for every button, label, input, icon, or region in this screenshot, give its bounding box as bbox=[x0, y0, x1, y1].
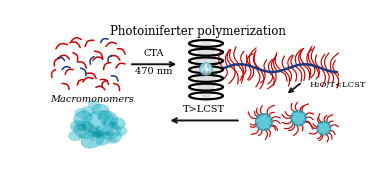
Circle shape bbox=[200, 63, 212, 75]
Ellipse shape bbox=[68, 130, 82, 141]
Polygon shape bbox=[203, 71, 209, 74]
Ellipse shape bbox=[99, 111, 118, 126]
Circle shape bbox=[317, 121, 331, 135]
Ellipse shape bbox=[82, 111, 114, 136]
Ellipse shape bbox=[98, 122, 104, 128]
Ellipse shape bbox=[74, 111, 92, 125]
Ellipse shape bbox=[97, 115, 103, 120]
Text: Photoiniferter polymerization: Photoiniferter polymerization bbox=[110, 25, 286, 38]
Ellipse shape bbox=[92, 104, 109, 115]
Circle shape bbox=[255, 114, 272, 130]
Ellipse shape bbox=[105, 130, 110, 135]
Ellipse shape bbox=[81, 130, 105, 148]
Text: Macromonomers: Macromonomers bbox=[51, 95, 134, 104]
Ellipse shape bbox=[107, 127, 115, 136]
Ellipse shape bbox=[81, 106, 95, 116]
Text: T>LCST: T>LCST bbox=[183, 105, 225, 114]
Ellipse shape bbox=[99, 123, 121, 139]
Circle shape bbox=[291, 110, 306, 126]
Ellipse shape bbox=[101, 119, 106, 125]
Ellipse shape bbox=[92, 127, 96, 131]
Ellipse shape bbox=[92, 129, 100, 136]
Ellipse shape bbox=[92, 125, 101, 130]
Ellipse shape bbox=[115, 127, 127, 136]
Ellipse shape bbox=[105, 122, 111, 127]
Ellipse shape bbox=[108, 121, 117, 125]
Ellipse shape bbox=[97, 130, 104, 137]
Ellipse shape bbox=[70, 120, 85, 132]
Ellipse shape bbox=[103, 115, 110, 122]
Ellipse shape bbox=[106, 119, 111, 123]
Text: H₂O/T<LCST: H₂O/T<LCST bbox=[310, 81, 367, 89]
Ellipse shape bbox=[110, 122, 119, 129]
Ellipse shape bbox=[105, 128, 111, 133]
Ellipse shape bbox=[96, 132, 112, 146]
Ellipse shape bbox=[84, 127, 93, 132]
Ellipse shape bbox=[92, 131, 102, 138]
Ellipse shape bbox=[99, 127, 102, 130]
Ellipse shape bbox=[76, 124, 87, 132]
Text: CTA: CTA bbox=[143, 49, 164, 58]
Ellipse shape bbox=[93, 127, 98, 131]
Ellipse shape bbox=[104, 130, 115, 137]
Ellipse shape bbox=[90, 129, 96, 132]
Ellipse shape bbox=[101, 122, 105, 125]
Ellipse shape bbox=[110, 118, 125, 129]
Ellipse shape bbox=[107, 137, 118, 144]
Ellipse shape bbox=[88, 126, 95, 133]
Ellipse shape bbox=[90, 136, 95, 142]
Ellipse shape bbox=[88, 100, 101, 110]
Ellipse shape bbox=[110, 132, 122, 143]
Ellipse shape bbox=[88, 123, 94, 129]
Ellipse shape bbox=[96, 132, 103, 138]
Ellipse shape bbox=[78, 132, 85, 139]
Ellipse shape bbox=[96, 126, 101, 131]
Ellipse shape bbox=[92, 125, 98, 129]
Ellipse shape bbox=[74, 121, 97, 138]
Ellipse shape bbox=[82, 124, 87, 129]
Ellipse shape bbox=[99, 118, 105, 123]
Text: 470 nm: 470 nm bbox=[135, 67, 172, 76]
Ellipse shape bbox=[81, 116, 87, 120]
Ellipse shape bbox=[195, 40, 217, 99]
Ellipse shape bbox=[74, 108, 87, 117]
Ellipse shape bbox=[100, 125, 104, 129]
